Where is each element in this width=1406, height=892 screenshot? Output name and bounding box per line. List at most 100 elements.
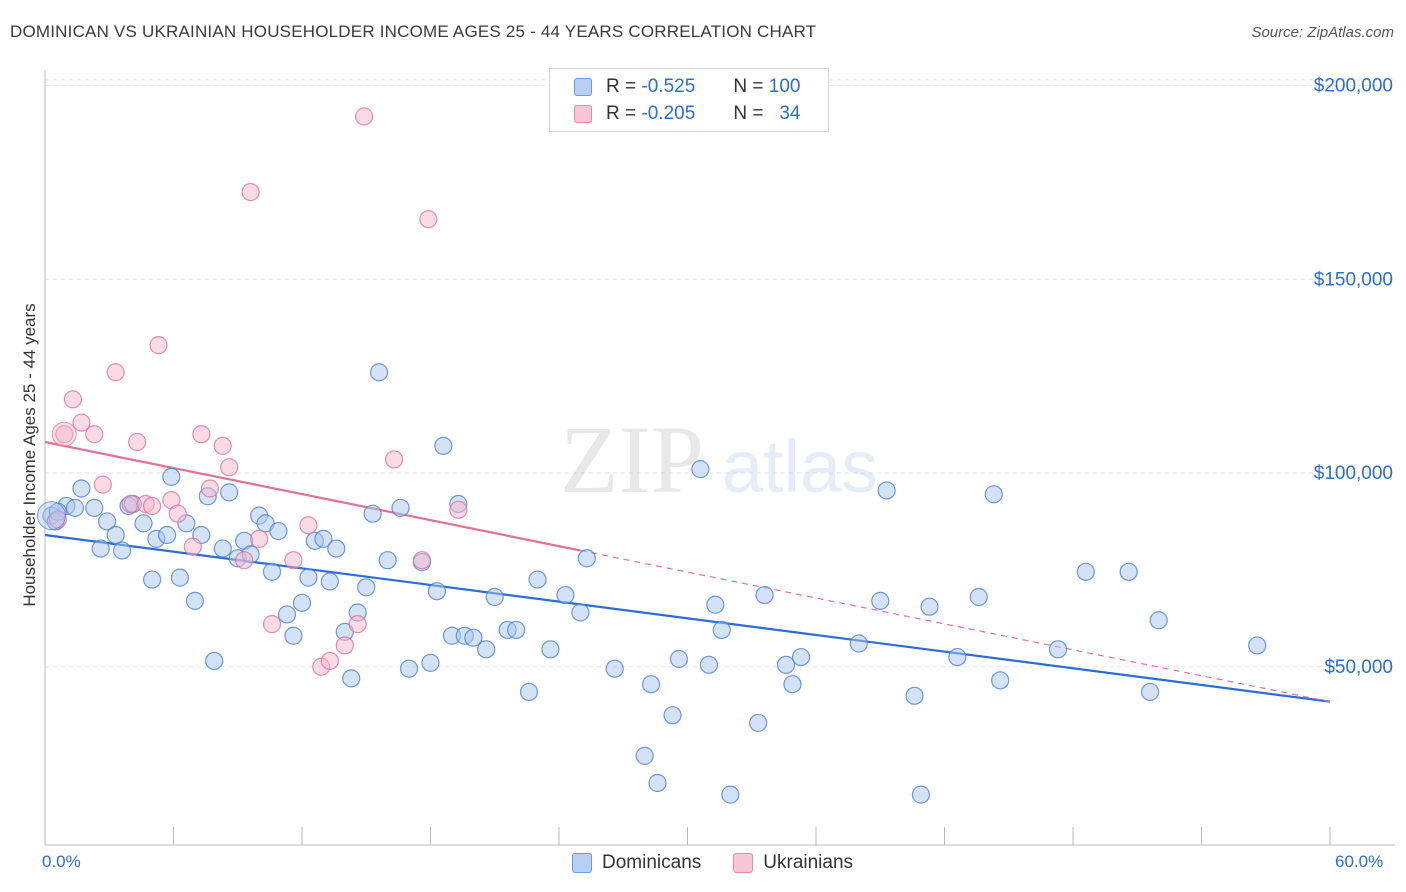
ukrainian-point xyxy=(384,450,404,469)
dominican-point xyxy=(434,436,453,455)
ukrainian-point xyxy=(348,615,367,634)
dominican-point xyxy=(284,626,303,645)
legend-row-dominicans: R = -0.525 N = 100 xyxy=(574,75,800,99)
legend-r-value: -0.525 xyxy=(641,76,696,97)
ukrainian-point xyxy=(213,436,232,455)
legend-n-label: N = xyxy=(733,103,764,124)
ukrainian-point xyxy=(419,210,438,229)
dominican-point xyxy=(421,653,440,672)
dominican-point xyxy=(1149,611,1168,630)
dominican-point xyxy=(399,659,419,678)
dominican-point xyxy=(706,595,725,614)
dominican-point xyxy=(85,498,104,517)
y-axis-label: Householder Income Ages 25 - 44 years xyxy=(20,303,39,607)
legend-swatch-pink xyxy=(574,105,592,123)
dominican-point xyxy=(1119,562,1138,581)
watermark: ZIP atlas xyxy=(560,406,878,513)
ukrainian-point xyxy=(262,615,282,634)
dominican-point xyxy=(669,649,689,669)
dominican-point xyxy=(269,522,288,541)
ukrainian-trend-line xyxy=(44,440,581,552)
dominican-point xyxy=(205,651,224,671)
ukrainian-point-large xyxy=(51,421,77,447)
dominican-point xyxy=(185,591,205,610)
x-tick-label-max: 60.0% xyxy=(1335,852,1384,871)
ukrainian-point xyxy=(63,390,82,409)
trend-lines xyxy=(44,440,1331,703)
dominican-point xyxy=(327,539,346,558)
series-legend-item-dominicans[interactable]: Dominicans xyxy=(572,852,701,874)
y-tick-labels: $50,000 $100,000 $150,000 $200,000 xyxy=(1314,76,1393,678)
dominican-point xyxy=(391,498,410,517)
dominican-point xyxy=(905,686,924,705)
dominican-point xyxy=(877,481,896,500)
ukrainian-point xyxy=(335,636,354,655)
dominican-point xyxy=(1140,682,1160,702)
data-points xyxy=(36,107,1267,804)
ukrainian-point xyxy=(142,496,162,516)
series-legend-label: Dominicans xyxy=(602,852,702,873)
legend-swatch-blue xyxy=(574,78,592,96)
ukrainian-point xyxy=(55,425,74,444)
dominican-point xyxy=(783,675,802,694)
watermark-atlas: atlas xyxy=(722,425,878,508)
dominican-point xyxy=(277,605,297,624)
dominican-point xyxy=(162,467,181,486)
ukrainian-point xyxy=(192,425,211,444)
y-tick-label: $200,000 xyxy=(1314,76,1393,97)
dominican-point xyxy=(605,659,624,678)
dominican-point xyxy=(1248,636,1267,655)
dominican-point xyxy=(871,591,890,610)
dominican-point xyxy=(65,498,85,517)
ukrainian-point xyxy=(412,551,432,570)
ukrainian-point xyxy=(355,107,374,126)
ukrainian-point xyxy=(85,425,104,444)
source-label: Source: ZipAtlas.com xyxy=(1251,24,1394,41)
dominican-point xyxy=(427,582,447,601)
ukrainian-point xyxy=(235,551,254,570)
dominican-point xyxy=(112,541,132,560)
series-legend-item-ukrainians[interactable]: Ukrainians xyxy=(733,852,853,874)
dominican-point xyxy=(157,525,177,545)
dominican-point xyxy=(134,514,153,533)
dominican-point xyxy=(663,706,682,725)
dominican-point xyxy=(477,640,496,659)
dominican-point xyxy=(292,593,312,612)
dominican-point xyxy=(699,655,719,674)
dominican-point xyxy=(299,568,318,587)
dominican-point xyxy=(791,647,811,667)
dominican-point xyxy=(755,585,774,605)
legend-n-value: 34 xyxy=(779,103,801,124)
dominican-point xyxy=(911,785,931,804)
ukrainian-point xyxy=(72,413,91,432)
dominican-point xyxy=(357,578,376,597)
legend-n-value: 100 xyxy=(768,76,801,97)
ukrainian-point xyxy=(200,479,220,498)
ukrainian-point xyxy=(449,500,468,519)
dominican-point xyxy=(507,620,526,640)
y-tick-label: $50,000 xyxy=(1324,657,1393,678)
dominican-point xyxy=(485,587,504,607)
x-tick-label-min: 0.0% xyxy=(42,852,81,871)
dominican-point xyxy=(342,669,361,688)
dominican-point xyxy=(320,572,339,591)
dominican-trend-line xyxy=(44,533,1331,703)
watermark-zip: ZIP xyxy=(560,406,704,513)
dominican-point xyxy=(262,562,282,581)
dominican-point xyxy=(378,551,397,570)
legend-swatch-blue xyxy=(572,853,592,873)
y-tick-label: $150,000 xyxy=(1314,269,1393,290)
ukrainian-point xyxy=(93,475,112,494)
dominican-point xyxy=(920,597,939,616)
series-legend-label: Ukrainians xyxy=(763,852,854,873)
legend-row-ukrainians: R = -0.205 N = 34 xyxy=(574,102,800,126)
dominican-point xyxy=(464,628,483,647)
dominican-point xyxy=(314,529,333,548)
dominican-point xyxy=(635,746,654,765)
dominican-point xyxy=(213,539,232,558)
ukrainian-point xyxy=(299,516,318,535)
ukrainian-point xyxy=(250,529,269,548)
dominican-point xyxy=(528,570,547,589)
ukrainian-point xyxy=(220,458,239,477)
legend-r-label: R = xyxy=(606,103,637,124)
